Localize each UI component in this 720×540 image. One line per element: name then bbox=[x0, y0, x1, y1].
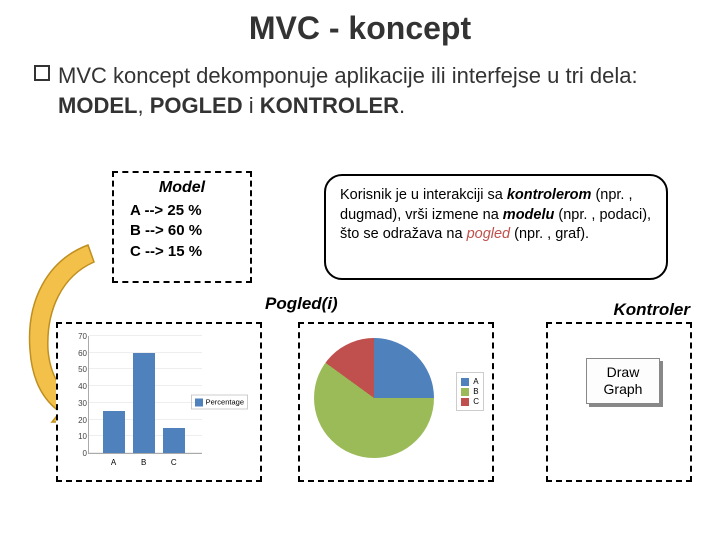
pie-legend-row: C bbox=[461, 397, 479, 406]
subtitle: MVC koncept dekomponuje aplikacije ili i… bbox=[0, 47, 720, 120]
ytick: 70 bbox=[69, 332, 87, 341]
callout-t1: Korisnik je u interakciji sa bbox=[340, 187, 507, 203]
kontroler-box: Kontroler Draw Graph bbox=[546, 322, 692, 482]
pie-chart bbox=[314, 338, 434, 458]
xlabel: A bbox=[103, 458, 125, 467]
draw-graph-button[interactable]: Draw Graph bbox=[586, 358, 660, 404]
pie-legend: ABC bbox=[456, 372, 484, 411]
ytick: 10 bbox=[69, 432, 87, 441]
xlabel: B bbox=[133, 458, 155, 467]
subtitle-bold-model: MODEL bbox=[58, 93, 137, 118]
pie-legend-row: A bbox=[461, 377, 479, 386]
subtitle-bold-kontroler: KONTROLER bbox=[260, 93, 399, 118]
page-title: MVC - koncept bbox=[0, 0, 720, 47]
bar-chart-box: 0 10 20 30 40 50 60 70 ABC Percentage bbox=[56, 322, 262, 482]
kontroler-label: Kontroler bbox=[614, 300, 691, 320]
description-callout: Korisnik je u interakciji sa kontrolerom… bbox=[324, 174, 668, 280]
bar-legend: Percentage bbox=[191, 395, 248, 410]
ytick: 40 bbox=[69, 382, 87, 391]
model-box: Model A --> 25 %B --> 60 %C --> 15 % bbox=[112, 171, 252, 283]
model-title: Model bbox=[124, 179, 240, 197]
button-line2: Graph bbox=[604, 381, 643, 397]
pie-chart-box: ABC bbox=[298, 322, 494, 482]
xlabel: C bbox=[163, 458, 185, 467]
ytick: 0 bbox=[69, 449, 87, 458]
pogledi-label: Pogled(i) bbox=[265, 294, 338, 314]
model-row: B --> 60 % bbox=[130, 221, 240, 241]
model-row: C --> 15 % bbox=[130, 242, 240, 262]
bar bbox=[163, 428, 185, 453]
bar bbox=[133, 353, 155, 453]
ytick: 30 bbox=[69, 399, 87, 408]
ytick: 50 bbox=[69, 365, 87, 374]
model-row: A --> 25 % bbox=[130, 201, 240, 221]
pie-legend-row: B bbox=[461, 387, 479, 396]
callout-em-model: modelu bbox=[503, 207, 555, 223]
checkbox-icon bbox=[34, 65, 50, 81]
ytick: 60 bbox=[69, 349, 87, 358]
subtitle-post: . bbox=[399, 93, 405, 118]
subtitle-bold-pogled: POGLED bbox=[150, 93, 243, 118]
callout-em-pogled: pogled bbox=[467, 226, 511, 242]
callout-em-kontroler: kontrolerom bbox=[507, 187, 592, 203]
button-line1: Draw bbox=[607, 364, 640, 380]
subtitle-text-pre: MVC koncept dekomponuje aplikacije ili i… bbox=[58, 63, 638, 88]
model-rows: A --> 25 %B --> 60 %C --> 15 % bbox=[124, 201, 240, 262]
callout-t4: (npr. , graf). bbox=[510, 226, 589, 242]
bar bbox=[103, 411, 125, 453]
subtitle-sep1: , bbox=[137, 93, 149, 118]
bar-chart: 0 10 20 30 40 50 60 70 ABC Percentage bbox=[66, 332, 252, 472]
subtitle-sep2: i bbox=[243, 93, 260, 118]
ytick: 20 bbox=[69, 416, 87, 425]
bar-legend-label: Percentage bbox=[206, 398, 244, 407]
